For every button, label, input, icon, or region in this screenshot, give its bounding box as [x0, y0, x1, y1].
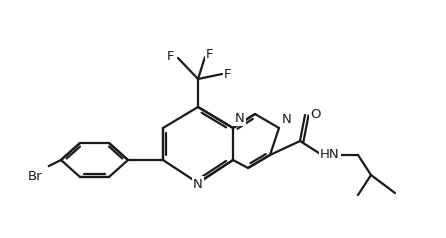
Text: Br: Br: [28, 170, 42, 183]
Text: F: F: [224, 68, 231, 80]
Text: F: F: [166, 50, 174, 64]
Text: O: O: [310, 108, 321, 120]
Text: HN: HN: [320, 149, 340, 162]
Text: N: N: [235, 112, 245, 125]
Text: N: N: [282, 113, 292, 126]
Text: N: N: [193, 178, 203, 190]
Text: F: F: [206, 49, 214, 61]
